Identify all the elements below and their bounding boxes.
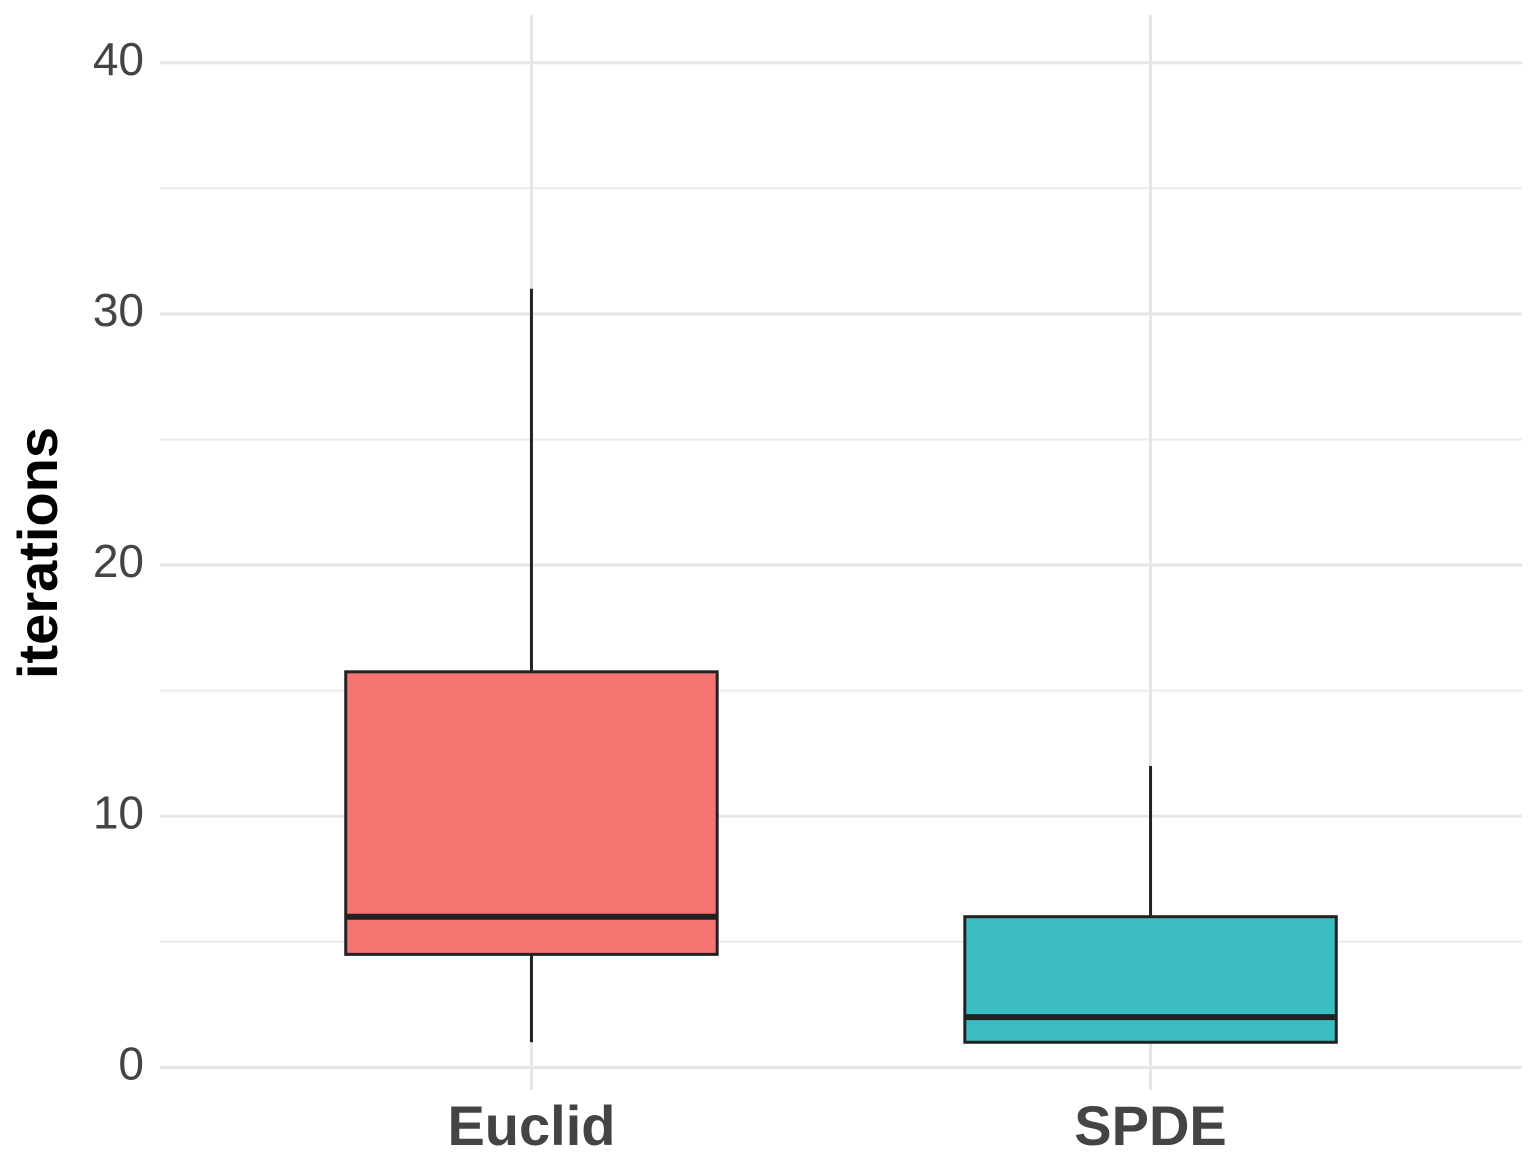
y-tick-label: 30	[93, 284, 144, 336]
y-tick-label: 20	[93, 535, 144, 587]
y-tick-label: 0	[118, 1038, 144, 1090]
x-tick-label: SPDE	[1074, 1094, 1227, 1157]
y-tick-label: 10	[93, 786, 144, 838]
box	[963, 915, 1338, 1044]
box	[344, 670, 719, 956]
y-tick-label: 40	[93, 33, 144, 85]
x-tick-label: Euclid	[447, 1094, 615, 1157]
y-axis-label: iterations	[6, 427, 69, 679]
